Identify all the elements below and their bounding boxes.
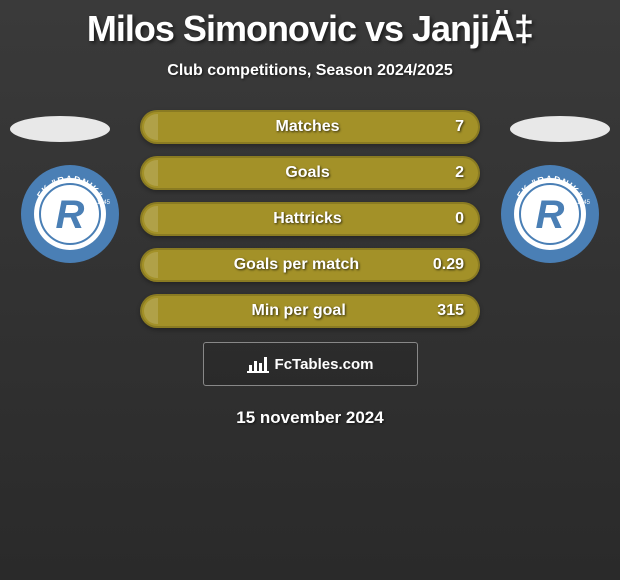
stat-label: Matches <box>140 118 455 136</box>
stat-value: 315 <box>437 302 480 320</box>
svg-text:R: R <box>56 193 85 237</box>
page-subtitle: Club competitions, Season 2024/2025 <box>0 62 620 80</box>
stat-value: 0.29 <box>433 256 480 274</box>
chart-icon <box>247 355 269 373</box>
stat-bar: Min per goal 315 <box>140 294 480 328</box>
club-badge-right: FK "RADNIK" BIJELJINA R 1945 <box>500 164 600 264</box>
stat-value: 7 <box>455 118 480 136</box>
club-badge-left: FK "RADNIK" BIJELJINA R 1945 <box>20 164 120 264</box>
date-text: 15 november 2024 <box>0 408 620 428</box>
svg-text:1945: 1945 <box>97 200 111 206</box>
page-title: Milos Simonovic vs JanjiÄ‡ <box>0 0 620 50</box>
player-shadow-right <box>510 116 610 142</box>
stat-value: 0 <box>455 210 480 228</box>
brand-box: FcTables.com <box>203 342 418 386</box>
stat-label: Hattricks <box>140 210 455 228</box>
stat-label: Goals <box>140 164 455 182</box>
content-area: FK "RADNIK" BIJELJINA R 1945 FK "RADNIK"… <box>0 110 620 428</box>
stat-bar: Matches 7 <box>140 110 480 144</box>
stats-bars: Matches 7 Goals 2 Hattricks 0 Goals per … <box>140 110 480 328</box>
stat-bar: Hattricks 0 <box>140 202 480 236</box>
stat-value: 2 <box>455 164 480 182</box>
badge-svg-right: FK "RADNIK" BIJELJINA R 1945 <box>500 164 600 264</box>
svg-text:R: R <box>536 193 565 237</box>
stat-bar: Goals 2 <box>140 156 480 190</box>
brand-text: FcTables.com <box>275 356 374 373</box>
badge-svg-left: FK "RADNIK" BIJELJINA R 1945 <box>20 164 120 264</box>
player-shadow-left <box>10 116 110 142</box>
stat-label: Goals per match <box>140 256 433 274</box>
svg-text:1945: 1945 <box>577 200 591 206</box>
stat-label: Min per goal <box>140 302 437 320</box>
stat-bar: Goals per match 0.29 <box>140 248 480 282</box>
